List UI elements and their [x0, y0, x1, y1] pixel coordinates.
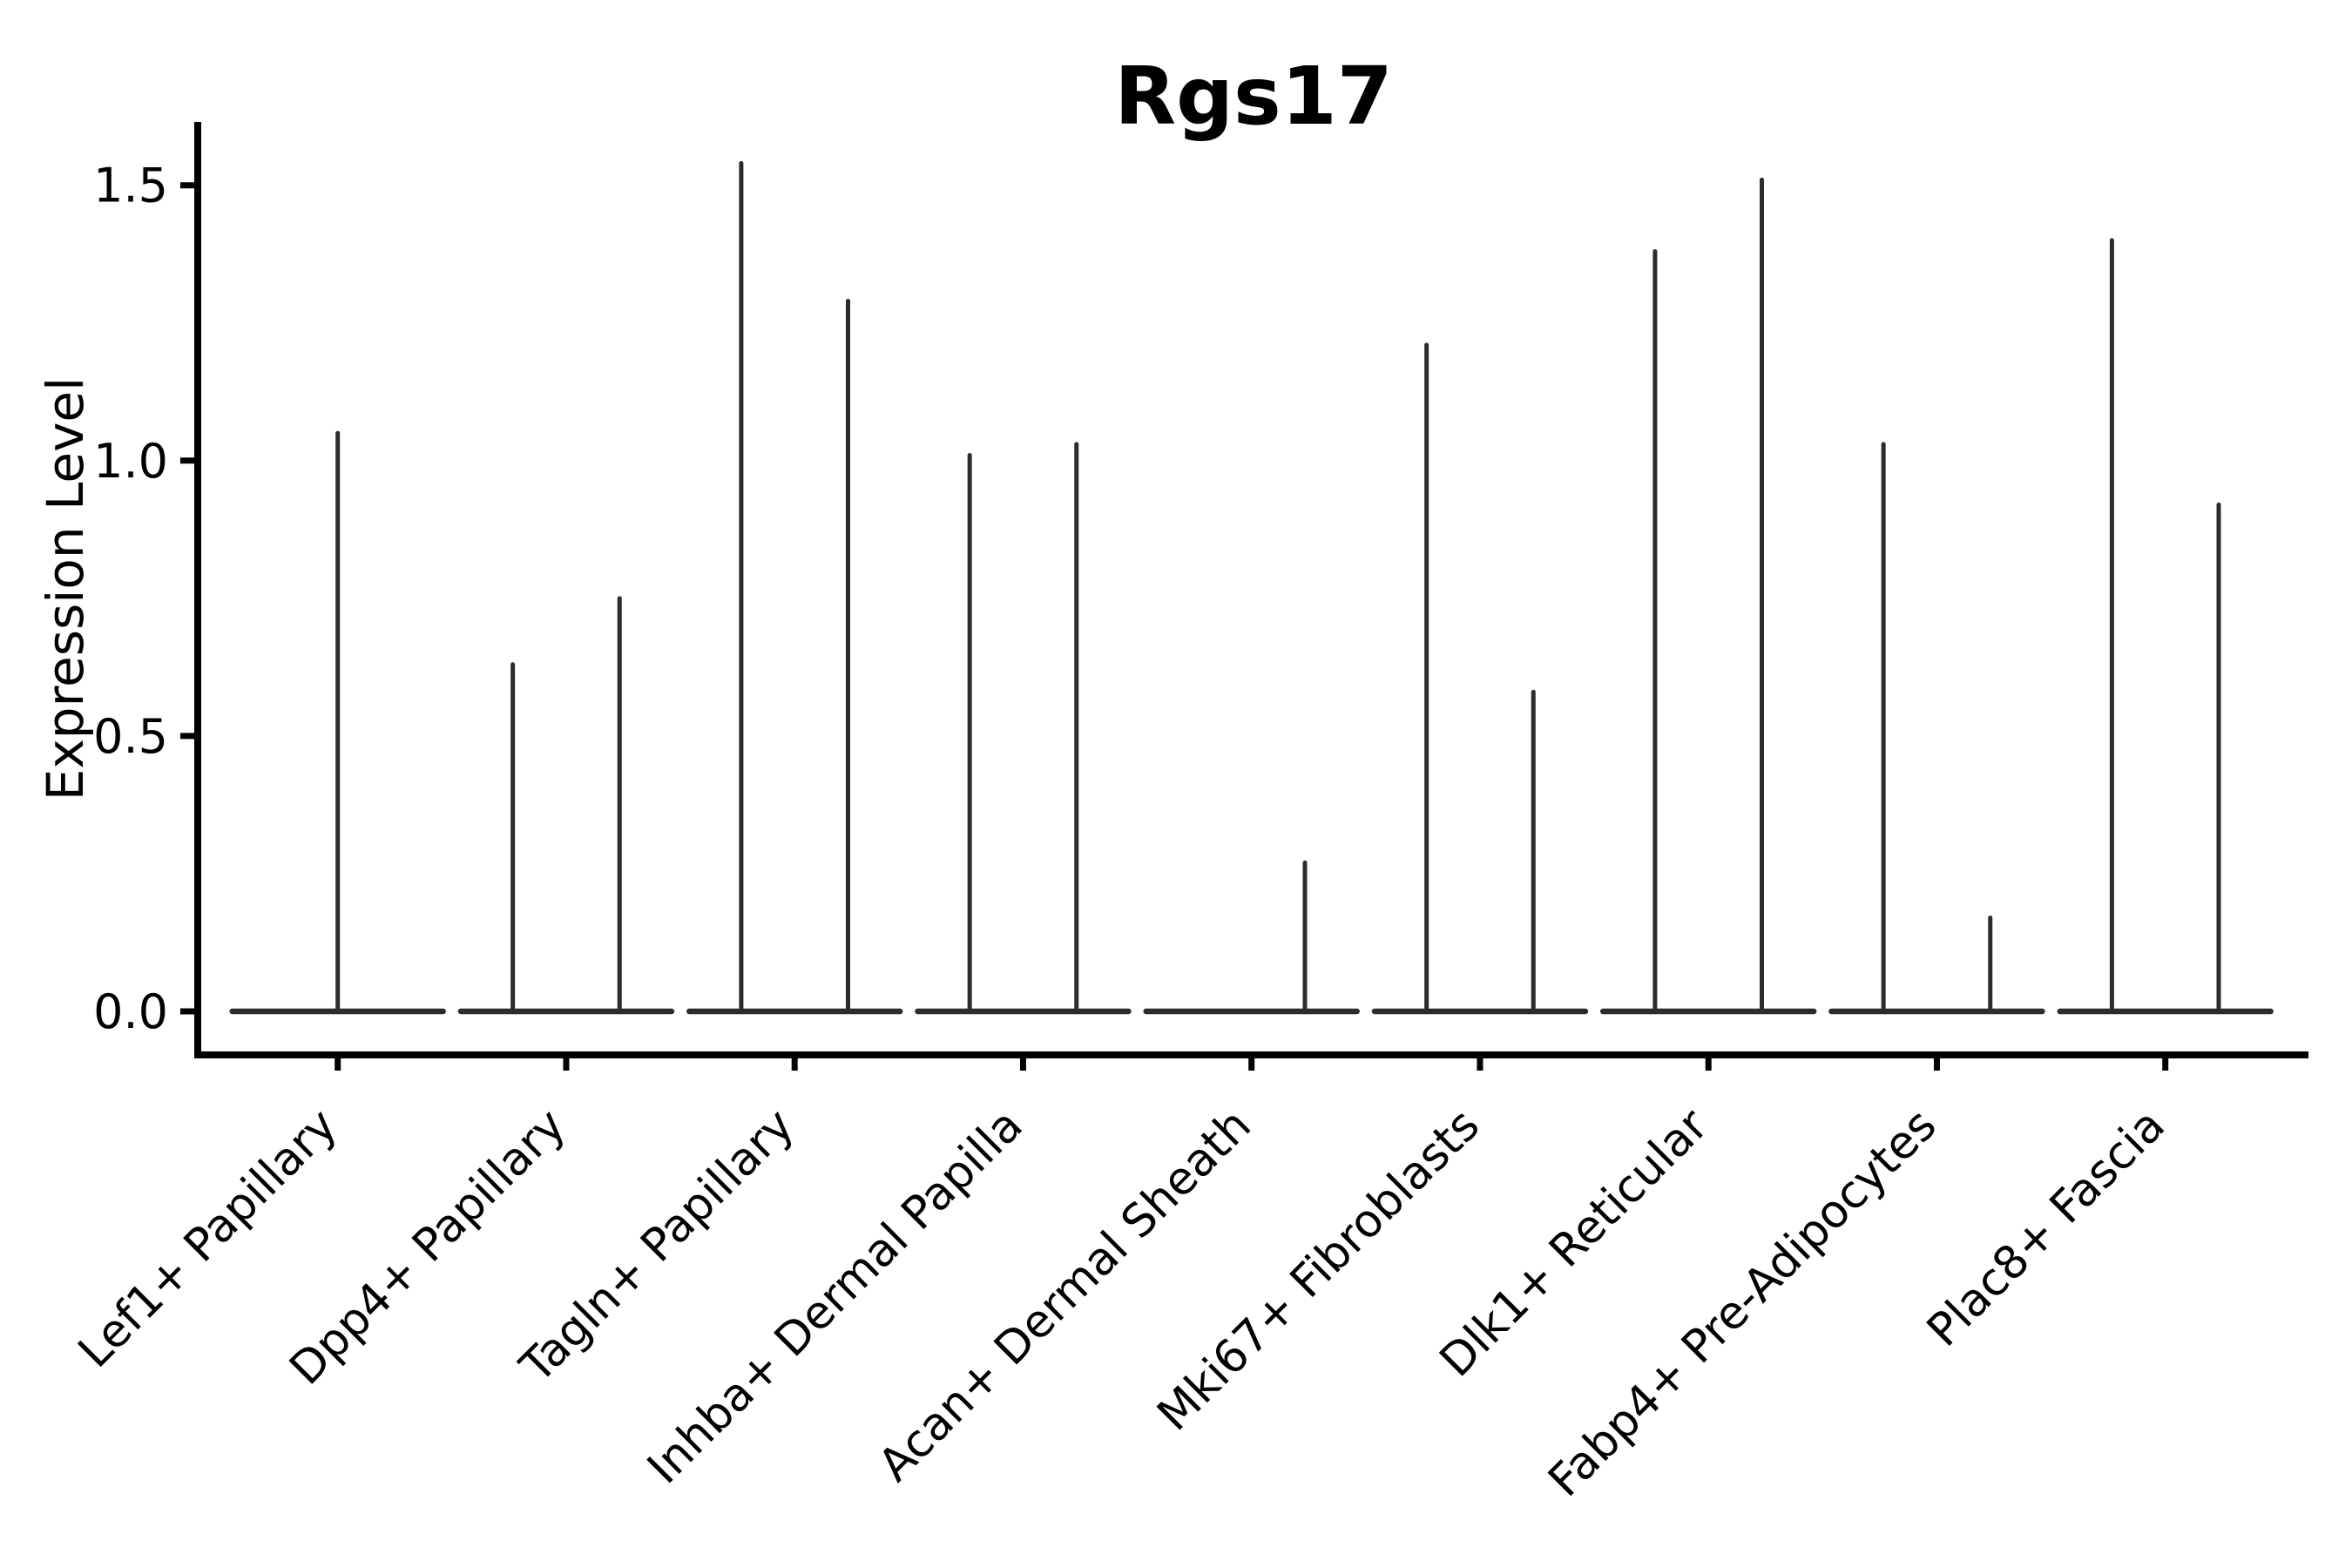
y-tick-labels: 0.0 0.5 1.0 1.5	[93, 159, 168, 1039]
x-tick-label: Plac8+ Fascia	[1917, 1099, 2175, 1357]
x-tick-label: Acan+ Dermal Sheath	[868, 1099, 1261, 1492]
y-tick-label: 1.5	[93, 159, 168, 213]
y-tick-label: 0.0	[93, 984, 168, 1039]
violins-group	[229, 160, 2274, 1015]
x-tick-label: Fabp4+ Pre-Adipocytes	[1538, 1099, 1946, 1507]
chart-title: Rgs17	[1114, 50, 1392, 143]
y-tick-label: 1.0	[93, 434, 168, 489]
axes	[180, 122, 2308, 1071]
x-tick-label: Inhba+ Dermal Papilla	[638, 1099, 1032, 1494]
y-axis-label: Expression Level	[36, 377, 95, 801]
y-tick-label: 0.5	[93, 709, 168, 764]
